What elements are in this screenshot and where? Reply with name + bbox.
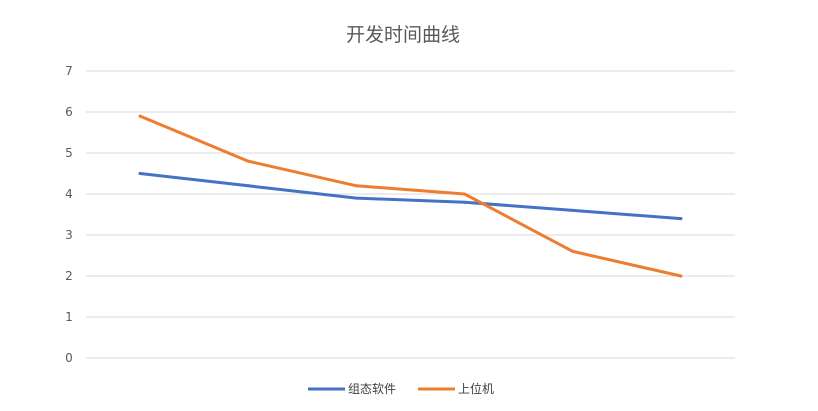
y-tick-label: 6 [65, 105, 73, 119]
gridlines [86, 70, 735, 359]
data-point [138, 114, 142, 118]
data-point [571, 208, 575, 212]
data-point [246, 159, 250, 163]
data-point [571, 249, 575, 253]
series-lines [138, 114, 683, 278]
legend: 组态软件 上位机 [308, 381, 494, 396]
series-line-2 [138, 114, 683, 278]
y-tick-label: 5 [65, 146, 73, 160]
data-point [679, 274, 683, 278]
data-point [463, 200, 467, 204]
legend-item-2: 上位机 [418, 381, 494, 396]
data-point [246, 184, 250, 188]
data-point [354, 196, 358, 200]
y-tick-label: 4 [65, 187, 73, 201]
y-tick-label: 1 [65, 310, 73, 324]
legend-label: 上位机 [458, 381, 494, 396]
data-point [463, 192, 467, 196]
y-tick-label: 3 [65, 228, 73, 242]
y-tick-label: 0 [65, 351, 73, 365]
y-tick-label: 2 [65, 269, 73, 283]
chart-title: 开发时间曲线 [346, 24, 460, 46]
series-line-1 [138, 172, 683, 221]
data-point [679, 217, 683, 221]
data-point [138, 172, 142, 175]
legend-item-1: 组态软件 [308, 382, 396, 396]
data-point [354, 184, 358, 188]
y-axis-ticks: 0 1 2 3 4 5 6 7 [65, 64, 73, 365]
y-tick-label: 7 [65, 64, 73, 78]
legend-label: 组态软件 [348, 382, 396, 396]
